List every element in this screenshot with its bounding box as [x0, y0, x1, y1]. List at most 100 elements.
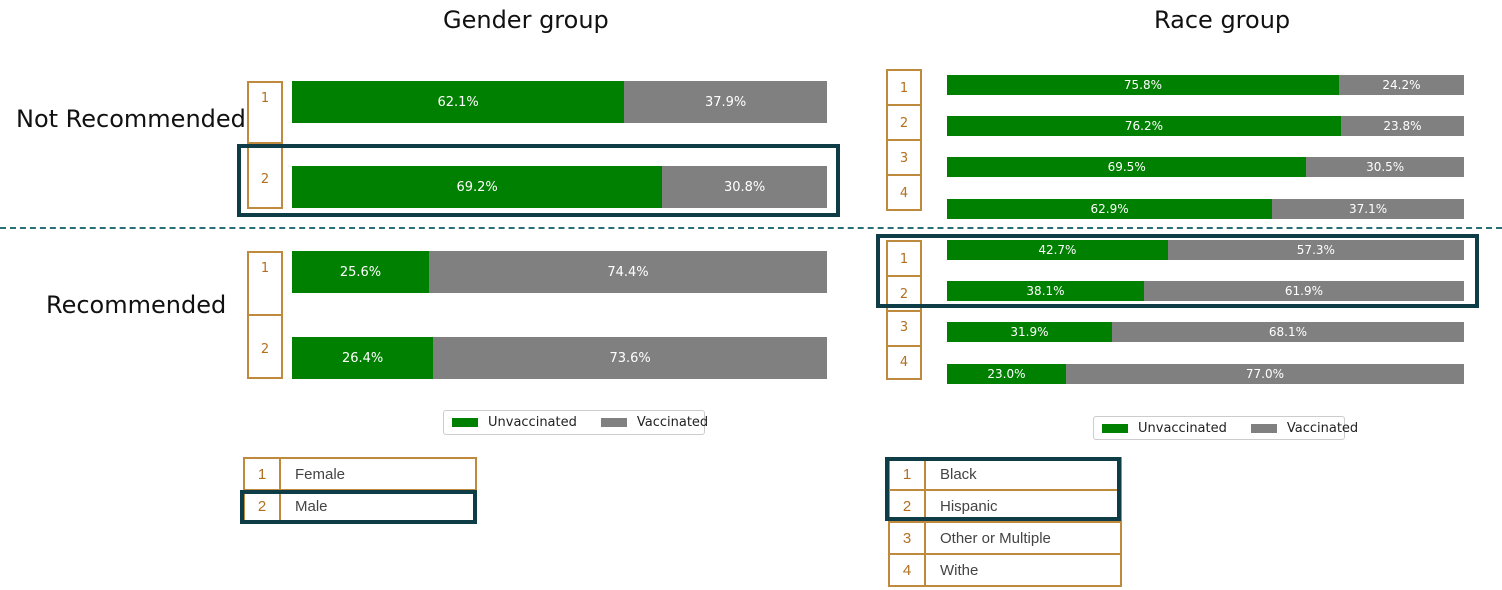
- row-label-recommended: Recommended: [46, 291, 227, 319]
- gender-index-1-recommended: 1: [247, 251, 283, 316]
- race-bar-unvaccinated-4: 42.7%: [947, 240, 1168, 260]
- race-key-number: 3: [890, 523, 926, 553]
- race-index-1-not-recommended: 1: [886, 69, 922, 106]
- gender-key-number: 1: [245, 459, 281, 489]
- gender-bar-label-unvaccinated-3: 26.4%: [341, 350, 384, 366]
- race-bar-label-unvaccinated-0: 75.8%: [1123, 78, 1162, 92]
- race-bar-label-vaccinated-6: 68.1%: [1268, 325, 1308, 339]
- race-bar-label-vaccinated-4: 57.3%: [1296, 243, 1335, 257]
- race-key-number: 4: [890, 555, 926, 585]
- legend-label-vaccinated: Vaccinated: [636, 415, 709, 430]
- highlight-male-key: [240, 490, 477, 524]
- gender-bar-vaccinated-2: 74.4%: [428, 251, 827, 293]
- race-bar-label-vaccinated-0: 24.2%: [1382, 78, 1421, 92]
- race-bar-label-unvaccinated-7: 23.0%: [987, 367, 1026, 381]
- gender-bar-label-unvaccinated-0: 62.1%: [437, 94, 479, 110]
- gender-bar-vaccinated-1: 30.8%: [662, 166, 827, 208]
- gender-index-2-not-recommended: 2: [247, 142, 283, 209]
- race-key-row: 4 Withe: [888, 553, 1122, 587]
- index-number: 1: [899, 252, 909, 267]
- race-bar-label-vaccinated-1: 23.8%: [1383, 119, 1422, 133]
- index-number: 4: [899, 186, 909, 201]
- gender-bar-label-unvaccinated-2: 25.6%: [339, 264, 382, 280]
- gender-bar-label-vaccinated-2: 74.4%: [607, 264, 649, 280]
- race-bar-label-unvaccinated-6: 31.9%: [1010, 325, 1049, 339]
- race-index-4-not-recommended: 4: [886, 174, 922, 211]
- race-bar-vaccinated-2: 30.5%: [1306, 157, 1464, 177]
- race-bar-vaccinated-1: 23.8%: [1340, 116, 1464, 136]
- race-bar-label-unvaccinated-2: 69.5%: [1107, 160, 1146, 174]
- race-bar-vaccinated-5: 61.9%: [1143, 281, 1464, 301]
- gender-bar-label-vaccinated-0: 37.9%: [704, 94, 747, 110]
- race-bar-vaccinated-7: 77.0%: [1065, 364, 1464, 384]
- gender-bar-unvaccinated-3: 26.4%: [292, 337, 434, 379]
- race-key-number: 2: [890, 491, 926, 521]
- race-bar-unvaccinated-1: 76.2%: [947, 116, 1341, 136]
- race-bar-label-unvaccinated-4: 42.7%: [1038, 243, 1077, 257]
- gender-key-label: Male: [295, 497, 328, 515]
- gender-key-number: 2: [245, 491, 281, 521]
- race-key-number: 1: [890, 459, 926, 489]
- index-number: 3: [899, 151, 909, 166]
- gender-key-label: Female: [295, 465, 346, 483]
- race-bar-unvaccinated-6: 31.9%: [947, 322, 1112, 342]
- index-number: 2: [899, 116, 909, 131]
- race-bar-unvaccinated-2: 69.5%: [947, 157, 1307, 177]
- highlight-male-not-recommended: [237, 144, 840, 217]
- legend-swatch-unvaccinated: [1102, 423, 1128, 433]
- index-number: 1: [899, 81, 909, 96]
- legend-label-unvaccinated: Unvaccinated: [488, 415, 577, 430]
- gender-bar-unvaccinated-2: 25.6%: [292, 251, 429, 293]
- highlight-black-hispanic-recommended: [876, 234, 1479, 308]
- race-chart-title: Race group: [1154, 6, 1291, 34]
- race-bar-vaccinated-0: 24.2%: [1338, 75, 1464, 95]
- race-key-label: Withe: [940, 561, 979, 579]
- legend-item-vaccinated: Vaccinated: [1250, 420, 1359, 436]
- index-number: 4: [899, 355, 909, 370]
- gender-bar-vaccinated-0: 37.9%: [624, 81, 827, 123]
- race-bar-label-unvaccinated-3: 62.9%: [1090, 202, 1129, 216]
- index-number: 3: [899, 320, 909, 335]
- race-key-label: Other or Multiple: [940, 529, 1051, 547]
- legend-swatch-vaccinated: [600, 418, 627, 427]
- index-number: 2: [260, 342, 270, 357]
- highlight-black-hispanic-key: [885, 457, 1121, 521]
- legend-label-unvaccinated: Unvaccinated: [1138, 420, 1227, 436]
- race-bar-unvaccinated-0: 75.8%: [947, 75, 1339, 95]
- race-bar-unvaccinated-7: 23.0%: [947, 364, 1066, 384]
- gender-index-1-not-recommended: 1: [247, 81, 283, 144]
- row-label-not-recommended: Not Recommended: [16, 105, 246, 133]
- race-bar-label-vaccinated-5: 61.9%: [1284, 284, 1324, 298]
- legend-swatch-unvaccinated: [452, 418, 478, 427]
- gender-key-row: 1 Female: [243, 457, 477, 491]
- race-key-label: Black: [940, 465, 977, 483]
- gender-bar-vaccinated-3: 73.6%: [433, 337, 827, 379]
- index-number: 1: [260, 91, 270, 106]
- race-index-3-not-recommended: 3: [886, 139, 922, 176]
- race-legend: Unvaccinated Vaccinated: [1093, 416, 1358, 440]
- gender-bar-label-vaccinated-1: 30.8%: [723, 179, 766, 195]
- race-index-4-recommended: 4: [886, 345, 922, 380]
- race-bar-label-vaccinated-7: 77.0%: [1245, 367, 1284, 381]
- race-bar-unvaccinated-5: 38.1%: [947, 281, 1144, 301]
- gender-bar-label-vaccinated-3: 73.6%: [609, 350, 651, 366]
- index-number: 1: [260, 261, 270, 276]
- legend-item-vaccinated: Vaccinated: [600, 415, 709, 430]
- race-index-2-not-recommended: 2: [886, 104, 922, 141]
- group-divider: [0, 227, 1502, 229]
- index-number: 2: [260, 172, 270, 187]
- race-bar-vaccinated-4: 57.3%: [1167, 240, 1464, 260]
- gender-bar-unvaccinated-0: 62.1%: [292, 81, 625, 123]
- gender-chart-title: Gender group: [443, 6, 609, 34]
- race-bar-unvaccinated-3: 62.9%: [947, 199, 1273, 219]
- race-bar-vaccinated-3: 37.1%: [1272, 199, 1464, 219]
- gender-legend: Unvaccinated Vaccinated: [443, 410, 709, 435]
- gender-bar-unvaccinated-1: 69.2%: [292, 166, 663, 208]
- legend-label-vaccinated: Vaccinated: [1286, 420, 1359, 436]
- race-key-row: 3 Other or Multiple: [888, 521, 1122, 555]
- race-bar-label-vaccinated-2: 30.5%: [1366, 160, 1405, 174]
- legend-item-unvaccinated: Unvaccinated: [1102, 421, 1227, 436]
- gender-index-2-recommended: 2: [247, 314, 283, 379]
- gender-bar-label-unvaccinated-1: 69.2%: [456, 179, 498, 195]
- race-index-3-recommended: 3: [886, 310, 922, 347]
